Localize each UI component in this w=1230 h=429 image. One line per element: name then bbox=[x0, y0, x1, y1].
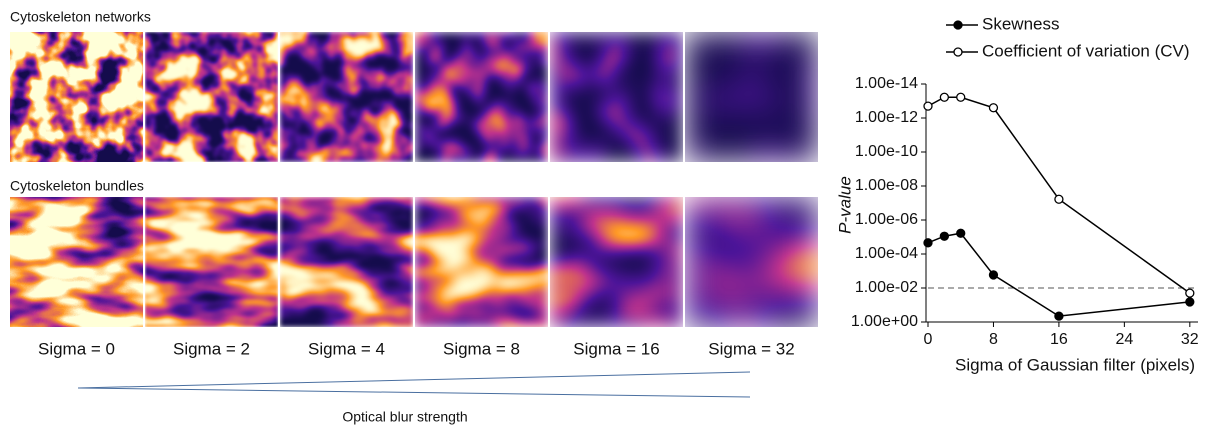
figure: Cytoskeleton networks Cytoskeleton bundl… bbox=[0, 0, 1230, 429]
legend-label: Coefficient of variation (CV) bbox=[982, 41, 1190, 60]
column-label: Sigma = 16 bbox=[573, 339, 659, 358]
column-label: Sigma = 0 bbox=[38, 339, 115, 358]
point bbox=[924, 239, 932, 247]
micrograph bbox=[10, 32, 143, 162]
micrograph bbox=[415, 32, 548, 162]
point bbox=[940, 93, 948, 101]
point bbox=[1055, 195, 1063, 203]
micrograph bbox=[550, 197, 683, 327]
point bbox=[989, 104, 997, 112]
point bbox=[940, 232, 948, 240]
y-axis-label: P-value bbox=[835, 176, 854, 234]
micrograph bbox=[685, 32, 818, 162]
y-tick-label: 1.00e-06 bbox=[855, 211, 918, 228]
column-label: Sigma = 4 bbox=[308, 339, 385, 358]
point bbox=[1055, 312, 1063, 320]
y-tick-label: 1.00e-08 bbox=[855, 177, 918, 194]
point bbox=[1186, 298, 1194, 306]
y-tick-label: 1.00e+00 bbox=[851, 313, 918, 330]
y-tick-label: 1.00e-10 bbox=[855, 143, 918, 160]
x-tick-label: 16 bbox=[1050, 331, 1068, 348]
row-title: Cytoskeleton bundles bbox=[10, 178, 144, 194]
point bbox=[957, 93, 965, 101]
legend-label: Skewness bbox=[982, 14, 1059, 33]
point bbox=[924, 102, 932, 110]
micrograph bbox=[280, 197, 413, 327]
wedge bbox=[78, 372, 750, 388]
y-tick-label: 1.00e-04 bbox=[855, 245, 918, 262]
micrograph bbox=[415, 197, 548, 327]
column-label: Sigma = 2 bbox=[173, 339, 250, 358]
point bbox=[1186, 289, 1194, 297]
legend-marker bbox=[954, 48, 962, 56]
y-tick-label: 1.00e-12 bbox=[855, 109, 918, 126]
x-tick-label: 0 bbox=[924, 331, 933, 348]
row-title: Cytoskeleton networks bbox=[10, 9, 151, 25]
column-label: Sigma = 8 bbox=[443, 339, 520, 358]
point bbox=[989, 271, 997, 279]
micrograph bbox=[280, 32, 413, 162]
legend-marker bbox=[954, 21, 962, 29]
series-line bbox=[928, 233, 1190, 316]
column-label: Sigma = 32 bbox=[708, 339, 794, 358]
x-tick-label: 24 bbox=[1115, 331, 1133, 348]
x-tick-label: 32 bbox=[1181, 331, 1199, 348]
micrograph bbox=[10, 197, 143, 327]
micrograph bbox=[550, 32, 683, 162]
micrograph bbox=[145, 197, 278, 327]
y-tick-label: 1.00e-14 bbox=[855, 75, 918, 92]
y-tick-label: 1.00e-02 bbox=[855, 279, 918, 296]
point bbox=[957, 229, 965, 237]
x-tick-label: 8 bbox=[989, 331, 998, 348]
x-axis-label: Sigma of Gaussian filter (pixels) bbox=[955, 355, 1195, 374]
micrograph bbox=[685, 197, 818, 327]
wedge bbox=[78, 388, 750, 397]
caption: Optical blur strength bbox=[342, 409, 467, 425]
micrograph bbox=[145, 32, 278, 162]
